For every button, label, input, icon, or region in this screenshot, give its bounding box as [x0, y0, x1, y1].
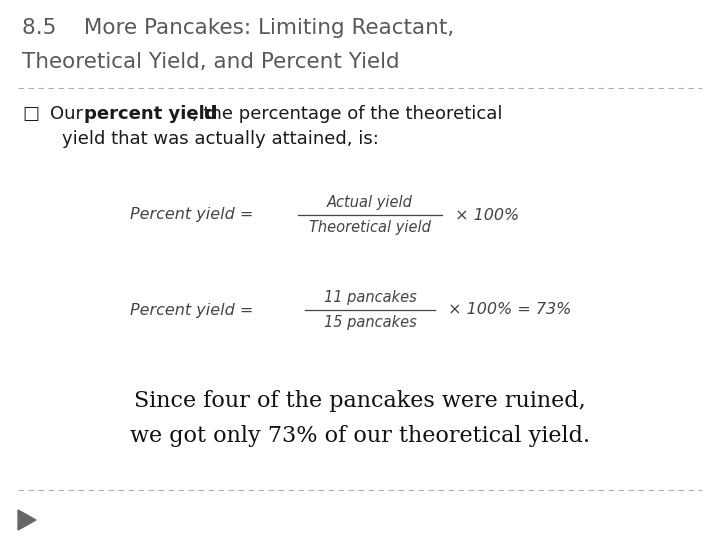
Text: , the percentage of the theoretical: , the percentage of the theoretical	[192, 105, 503, 123]
Text: Theoretical yield: Theoretical yield	[309, 220, 431, 235]
Text: × 100%: × 100%	[450, 207, 519, 222]
Text: Since four of the pancakes were ruined,: Since four of the pancakes were ruined,	[134, 390, 586, 412]
Text: Theoretical Yield, and Percent Yield: Theoretical Yield, and Percent Yield	[22, 52, 400, 72]
Text: Our: Our	[50, 105, 89, 123]
Text: □: □	[22, 105, 39, 123]
Text: we got only 73% of our theoretical yield.: we got only 73% of our theoretical yield…	[130, 425, 590, 447]
Polygon shape	[18, 510, 36, 530]
Text: percent yield: percent yield	[84, 105, 217, 123]
Text: × 100% = 73%: × 100% = 73%	[443, 302, 572, 318]
Text: 11 pancakes: 11 pancakes	[323, 290, 416, 305]
Text: 8.5    More Pancakes: Limiting Reactant,: 8.5 More Pancakes: Limiting Reactant,	[22, 18, 454, 38]
Text: yield that was actually attained, is:: yield that was actually attained, is:	[62, 130, 379, 148]
Text: 15 pancakes: 15 pancakes	[323, 315, 416, 330]
Text: Percent yield =: Percent yield =	[130, 302, 258, 318]
Text: Percent yield =: Percent yield =	[130, 207, 258, 222]
Text: Actual yield: Actual yield	[327, 195, 413, 210]
